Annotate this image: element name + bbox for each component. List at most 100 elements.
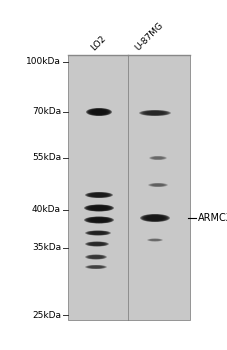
Ellipse shape bbox=[151, 183, 165, 187]
Ellipse shape bbox=[150, 183, 166, 187]
Ellipse shape bbox=[86, 254, 106, 259]
Ellipse shape bbox=[89, 109, 109, 115]
Ellipse shape bbox=[88, 255, 104, 259]
Ellipse shape bbox=[88, 205, 110, 211]
Ellipse shape bbox=[89, 193, 109, 197]
Ellipse shape bbox=[87, 231, 109, 235]
Ellipse shape bbox=[89, 242, 105, 246]
Ellipse shape bbox=[90, 193, 108, 197]
Ellipse shape bbox=[150, 156, 166, 160]
Ellipse shape bbox=[88, 217, 110, 223]
Ellipse shape bbox=[86, 231, 110, 235]
Ellipse shape bbox=[150, 183, 166, 187]
Ellipse shape bbox=[147, 216, 163, 220]
Bar bbox=[68, 55, 190, 320]
Ellipse shape bbox=[86, 192, 112, 198]
Ellipse shape bbox=[86, 217, 113, 223]
Ellipse shape bbox=[90, 109, 108, 115]
Ellipse shape bbox=[147, 239, 163, 241]
Ellipse shape bbox=[149, 156, 167, 160]
Ellipse shape bbox=[89, 231, 106, 235]
Ellipse shape bbox=[148, 239, 162, 241]
Ellipse shape bbox=[85, 217, 113, 223]
Ellipse shape bbox=[92, 110, 106, 114]
Ellipse shape bbox=[88, 255, 104, 259]
Ellipse shape bbox=[86, 108, 112, 116]
Ellipse shape bbox=[88, 193, 110, 197]
Ellipse shape bbox=[87, 108, 111, 116]
Ellipse shape bbox=[87, 255, 105, 259]
Ellipse shape bbox=[86, 205, 112, 211]
Ellipse shape bbox=[146, 216, 164, 220]
Ellipse shape bbox=[147, 238, 163, 242]
Ellipse shape bbox=[88, 265, 104, 268]
Ellipse shape bbox=[144, 215, 166, 221]
Ellipse shape bbox=[86, 265, 106, 269]
Ellipse shape bbox=[86, 255, 106, 259]
Ellipse shape bbox=[85, 241, 109, 246]
Ellipse shape bbox=[143, 215, 167, 221]
Text: 55kDa: 55kDa bbox=[32, 154, 61, 162]
Ellipse shape bbox=[87, 255, 105, 259]
Ellipse shape bbox=[86, 265, 106, 269]
Ellipse shape bbox=[85, 254, 107, 259]
Ellipse shape bbox=[151, 156, 165, 160]
Ellipse shape bbox=[87, 242, 107, 246]
Text: 40kDa: 40kDa bbox=[32, 205, 61, 215]
Text: ARMCX3: ARMCX3 bbox=[198, 213, 227, 223]
Ellipse shape bbox=[89, 218, 109, 222]
Ellipse shape bbox=[148, 183, 168, 187]
Ellipse shape bbox=[141, 110, 169, 116]
Ellipse shape bbox=[90, 231, 106, 235]
Ellipse shape bbox=[144, 111, 166, 115]
Text: 35kDa: 35kDa bbox=[32, 244, 61, 252]
Ellipse shape bbox=[87, 265, 105, 269]
Ellipse shape bbox=[87, 242, 107, 246]
Ellipse shape bbox=[90, 206, 108, 210]
Ellipse shape bbox=[90, 218, 108, 222]
Ellipse shape bbox=[150, 156, 166, 160]
Ellipse shape bbox=[140, 110, 170, 116]
Ellipse shape bbox=[86, 241, 109, 246]
Ellipse shape bbox=[89, 255, 103, 259]
Ellipse shape bbox=[149, 239, 160, 241]
Ellipse shape bbox=[89, 231, 107, 235]
Ellipse shape bbox=[87, 193, 111, 198]
Ellipse shape bbox=[91, 110, 107, 114]
Ellipse shape bbox=[149, 183, 167, 187]
Ellipse shape bbox=[88, 242, 106, 246]
Ellipse shape bbox=[86, 217, 112, 223]
Ellipse shape bbox=[85, 265, 107, 269]
Ellipse shape bbox=[91, 218, 107, 222]
Ellipse shape bbox=[86, 231, 110, 236]
Ellipse shape bbox=[86, 242, 108, 246]
Ellipse shape bbox=[89, 217, 109, 223]
Ellipse shape bbox=[146, 111, 165, 115]
Ellipse shape bbox=[149, 239, 161, 241]
Ellipse shape bbox=[91, 193, 107, 197]
Ellipse shape bbox=[88, 108, 110, 116]
Ellipse shape bbox=[140, 214, 170, 222]
Ellipse shape bbox=[148, 239, 162, 241]
Ellipse shape bbox=[88, 231, 109, 235]
Ellipse shape bbox=[143, 111, 167, 115]
Ellipse shape bbox=[141, 214, 168, 222]
Text: LO2: LO2 bbox=[90, 34, 108, 52]
Ellipse shape bbox=[141, 214, 169, 222]
Ellipse shape bbox=[88, 266, 104, 268]
Ellipse shape bbox=[89, 205, 109, 211]
Ellipse shape bbox=[148, 183, 168, 187]
Ellipse shape bbox=[84, 217, 114, 224]
Ellipse shape bbox=[87, 205, 111, 211]
Ellipse shape bbox=[145, 215, 165, 221]
Ellipse shape bbox=[91, 109, 107, 115]
Ellipse shape bbox=[151, 156, 165, 160]
Ellipse shape bbox=[85, 205, 113, 211]
Ellipse shape bbox=[151, 183, 165, 187]
Ellipse shape bbox=[142, 111, 168, 116]
Ellipse shape bbox=[149, 239, 161, 241]
Ellipse shape bbox=[89, 266, 103, 268]
Text: 25kDa: 25kDa bbox=[32, 310, 61, 320]
Text: U-87MG: U-87MG bbox=[134, 20, 165, 52]
Text: 70kDa: 70kDa bbox=[32, 107, 61, 117]
